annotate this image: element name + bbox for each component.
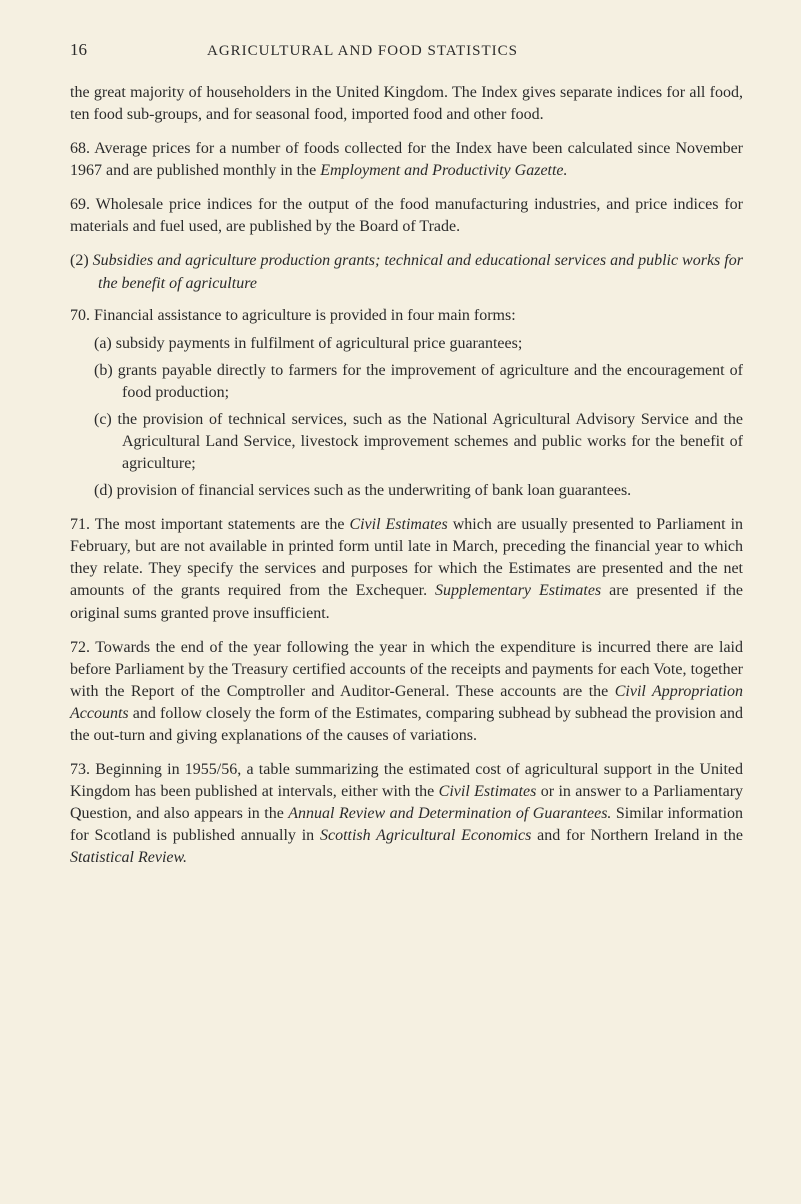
paragraph-73-italic-3: Scottish Agricultural Economics	[320, 827, 531, 844]
paragraph-73-text-d: and for Northern Ireland in the	[531, 827, 743, 844]
page-number: 16	[70, 40, 87, 60]
paragraph-73-italic-1: Civil Estimates	[439, 783, 537, 800]
paragraph-73-italic-4: Statistical Review.	[70, 849, 187, 866]
paragraph-70-intro: 70. Financial assistance to agriculture …	[70, 305, 743, 327]
page-header: 16 AGRICULTURAL AND FOOD STATISTICS	[70, 40, 743, 60]
section-2-title: Subsidies and agriculture production gra…	[93, 252, 743, 291]
paragraph-72-text-b: and follow closely the form of the Estim…	[70, 705, 743, 744]
paragraph-71: 71. The most important statements are th…	[70, 514, 743, 624]
paragraph-intro: the great majority of householders in th…	[70, 82, 743, 126]
paragraph-69: 69. Wholesale price indices for the outp…	[70, 194, 743, 238]
paragraph-71-italic-1: Civil Estimates	[349, 516, 447, 533]
paragraph-73-italic-2: Annual Review and Determination of Guara…	[288, 805, 611, 822]
list-item-b: (b) grants payable directly to farmers f…	[70, 360, 743, 404]
paragraph-73: 73. Beginning in 1955/56, a table summar…	[70, 759, 743, 869]
list-item-d: (d) provision of financial services such…	[70, 480, 743, 502]
paragraph-71-text-a: 71. The most important statements are th…	[70, 516, 349, 533]
paragraph-68-italic-1: Employment and Productivity Gazette.	[320, 162, 567, 179]
paragraph-68: 68. Average prices for a number of foods…	[70, 138, 743, 182]
paragraph-71-italic-2: Supplementary Estimates	[435, 582, 601, 599]
section-2-prefix: (2)	[70, 252, 93, 269]
list-item-c: (c) the provision of technical services,…	[70, 409, 743, 475]
document-title: AGRICULTURAL AND FOOD STATISTICS	[207, 43, 518, 60]
section-2-heading: (2) Subsidies and agriculture production…	[70, 250, 743, 294]
paragraph-72: 72. Towards the end of the year followin…	[70, 637, 743, 747]
list-item-a: (a) subsidy payments in fulfilment of ag…	[70, 333, 743, 355]
